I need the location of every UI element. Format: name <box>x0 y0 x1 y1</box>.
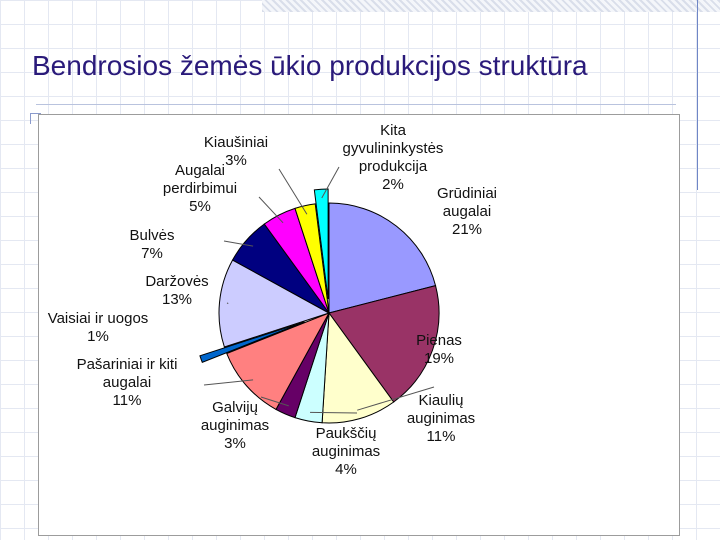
slice-label-kiauliu-auginimas: Kiaulių auginimas 11% <box>407 392 475 445</box>
pie-slice-vaisiai-ir-uogos <box>199 321 305 363</box>
leader-line-pauksciu-auginimas <box>310 411 358 414</box>
slice-label-line: gyvulininkystės <box>343 140 444 157</box>
slice-label-line: perdirbimui <box>163 180 237 197</box>
leader-line-galviju-auginimas <box>260 396 289 407</box>
slice-label-line: 2% <box>382 176 404 193</box>
slice-label-galviju-auginimas: Galvijų auginimas 3% <box>201 399 269 452</box>
slice-label-line: 11% <box>427 428 456 445</box>
pie-slice-kiausiniai <box>294 203 330 314</box>
pie-slice-darzoves <box>218 259 331 348</box>
leader-line-bulves <box>223 240 254 247</box>
leader-line-kiauliu-auginimas <box>357 386 435 411</box>
slice-label-line: Daržovės <box>145 273 208 290</box>
leader-line-kita-gyvulininkystes-produkcija <box>321 166 340 199</box>
slice-label-line: auginimas <box>312 443 380 460</box>
slice-labels: Grūdiniai augalai 21%Pienas 19%Kiaulių augin… <box>48 122 497 478</box>
slice-label-line: 3% <box>224 435 246 452</box>
slice-label-bulves: Bulvės 7% <box>129 227 174 262</box>
slice-label-line: Vaisiai ir uogos <box>48 310 149 327</box>
slice-label-line: 7% <box>141 245 163 262</box>
slice-label-line: Pašariniai ir kiti <box>77 356 178 373</box>
decorative-vertical-line <box>697 0 698 190</box>
slice-label-pienas: Pienas 19% <box>416 332 462 367</box>
slide-title: Bendrosios žemės ūkio produkcijos strukt… <box>32 50 588 81</box>
slice-label-line: 1% <box>87 328 109 345</box>
slice-label-pasariniai-ir-kiti-augalai: Pašariniai ir kiti augalai 11% <box>77 356 178 409</box>
slice-label-line: Augalai <box>175 162 225 179</box>
slice-label-line: 3% <box>225 152 247 169</box>
slice-label-line: Kiaušiniai <box>204 134 268 151</box>
pie-slice-grudiniai-augalai <box>328 202 437 314</box>
pie-slice-kiauliu-auginimas <box>321 311 395 424</box>
pie-chart: Grūdiniai augalai 21%Pienas 19%Kiaulių augin… <box>48 122 497 478</box>
slice-label-vaisiai-ir-uogos: Vaisiai ir uogos 1% <box>48 310 149 345</box>
slice-label-line: Kiaulių <box>418 392 463 409</box>
pie-slices <box>199 188 440 424</box>
title-underline <box>36 104 676 105</box>
slice-label-line: 11% <box>113 392 142 409</box>
slice-label-line: 19% <box>424 350 454 367</box>
slice-label-line: Galvijų <box>212 399 258 416</box>
slice-label-line: auginimas <box>407 410 475 427</box>
slice-label-line: 4% <box>335 461 357 478</box>
slice-label-augalai-perdirbimui: Augalai perdirbimui 5% <box>163 162 237 215</box>
slice-label-line: augalai <box>443 203 491 220</box>
leader-line-kiausiniai <box>278 168 308 215</box>
leader-line-pasariniai-ir-kiti-augalai <box>203 379 254 386</box>
slice-label-line: Bulvės <box>129 227 174 244</box>
decorative-top-band <box>262 0 720 12</box>
slice-label-kita-gyvulininkystes-produkcija: Kita gyvulininkystės produkcija 2% <box>343 122 444 193</box>
slice-label-line: Kita <box>380 122 407 139</box>
slice-label-line: Paukščių <box>316 425 377 442</box>
bullet-marker <box>30 113 41 124</box>
slice-label-line: Pienas <box>416 332 462 349</box>
slice-label-pauksciu-auginimas: Paukščių auginimas 4% <box>312 425 380 478</box>
slice-label-kiausiniai: Kiaušiniai 3% <box>204 134 268 169</box>
pie-slice-pasariniai-ir-kiti-augalai <box>226 312 331 411</box>
leader-lines <box>203 166 435 414</box>
chart-frame: Grūdiniai augalai 21% Pienas 19% Kiaulių augin… <box>38 114 680 536</box>
slice-label-line: auginimas <box>201 417 269 434</box>
leader-line-augalai-perdirbimui <box>258 196 284 224</box>
pie-slice-pienas <box>328 285 440 403</box>
slice-label-grudiniai-augalai: Grūdiniai augalai 21% <box>437 185 497 238</box>
slice-label-line: 5% <box>189 198 211 215</box>
slice-label-darzoves: Daržovės 13% <box>145 273 208 308</box>
slice-label-line: 21% <box>452 221 482 238</box>
pie-slice-kita-gyvulininkystes-produkcija <box>313 188 329 300</box>
slice-label-line: augalai <box>103 374 151 391</box>
slice-label-line: produkcija <box>359 158 428 175</box>
slice-label-line: 13% <box>162 291 192 308</box>
slice-label-line: Grūdiniai <box>437 185 497 202</box>
